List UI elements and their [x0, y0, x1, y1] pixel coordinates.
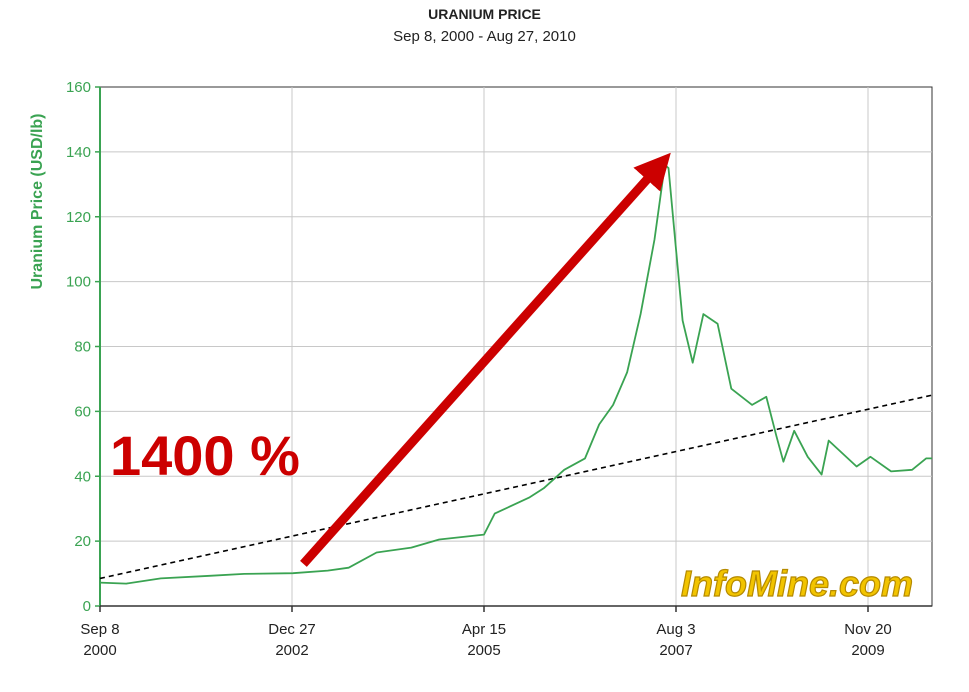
trend-line [99, 394, 933, 580]
x-tick-label: Sep 8 [80, 621, 119, 638]
growth-percent-label: 1400 % [110, 424, 300, 487]
x-tick-label: Dec 27 [268, 621, 316, 638]
y-tick-label: 60 [74, 403, 91, 420]
growth-arrow [300, 152, 671, 567]
x-tick-label-year: 2009 [851, 642, 884, 659]
y-tick-label: 120 [66, 209, 91, 226]
y-axis-label: Uranium Price (USD/lb) [29, 113, 46, 289]
y-tick-label: 20 [74, 533, 91, 550]
y-tick-label: 80 [74, 339, 91, 356]
y-tick-label: 40 [74, 468, 91, 485]
chart-subtitle: Sep 8, 2000 - Aug 27, 2010 [393, 28, 576, 45]
infomine-watermark: InfoMine.com [681, 563, 913, 604]
y-tick-label: 140 [66, 144, 91, 161]
y-tick-label: 0 [83, 598, 91, 615]
x-tick-label-year: 2007 [659, 642, 692, 659]
x-tick-label: Apr 15 [462, 621, 506, 638]
x-tick-label: Aug 3 [656, 621, 695, 638]
y-tick-label: 100 [66, 274, 91, 291]
price-series-line [99, 164, 932, 585]
chart-title: URANIUM PRICE [428, 6, 541, 22]
y-tick-label: 160 [66, 79, 91, 96]
x-tick-label-year: 2005 [467, 642, 500, 659]
x-tick-label: Nov 20 [844, 621, 892, 638]
x-tick-label-year: 2000 [83, 642, 116, 659]
x-tick-label-year: 2002 [275, 642, 308, 659]
